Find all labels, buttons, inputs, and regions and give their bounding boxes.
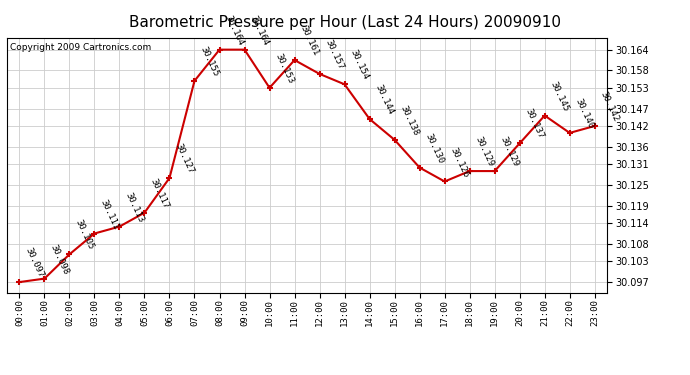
Text: 30.098: 30.098 bbox=[48, 243, 70, 276]
Text: Copyright 2009 Cartronics.com: Copyright 2009 Cartronics.com bbox=[10, 43, 151, 52]
Text: 30.154: 30.154 bbox=[348, 48, 371, 81]
Text: 30.157: 30.157 bbox=[324, 38, 346, 71]
Text: 30.126: 30.126 bbox=[448, 146, 471, 179]
Text: 30.145: 30.145 bbox=[549, 80, 571, 113]
Text: 30.117: 30.117 bbox=[148, 177, 170, 210]
Text: 30.153: 30.153 bbox=[274, 52, 295, 85]
Text: 30.113: 30.113 bbox=[124, 191, 146, 224]
Text: 30.097: 30.097 bbox=[23, 246, 46, 279]
Text: 30.138: 30.138 bbox=[399, 104, 420, 137]
Text: 30.155: 30.155 bbox=[199, 45, 220, 78]
Text: 30.127: 30.127 bbox=[174, 142, 195, 175]
Text: 30.137: 30.137 bbox=[524, 108, 546, 141]
Text: 30.129: 30.129 bbox=[474, 135, 495, 168]
Text: 30.105: 30.105 bbox=[74, 219, 95, 252]
Text: Barometric Pressure per Hour (Last 24 Hours) 20090910: Barometric Pressure per Hour (Last 24 Ho… bbox=[129, 15, 561, 30]
Text: 30.129: 30.129 bbox=[499, 135, 520, 168]
Text: 30.142: 30.142 bbox=[599, 90, 620, 123]
Text: 30.144: 30.144 bbox=[374, 83, 395, 116]
Text: 30.164: 30.164 bbox=[224, 14, 246, 47]
Text: 30.111: 30.111 bbox=[99, 198, 120, 231]
Text: 30.140: 30.140 bbox=[574, 97, 595, 130]
Text: 30.130: 30.130 bbox=[424, 132, 446, 165]
Text: 30.161: 30.161 bbox=[299, 24, 320, 57]
Text: 30.164: 30.164 bbox=[248, 14, 270, 47]
